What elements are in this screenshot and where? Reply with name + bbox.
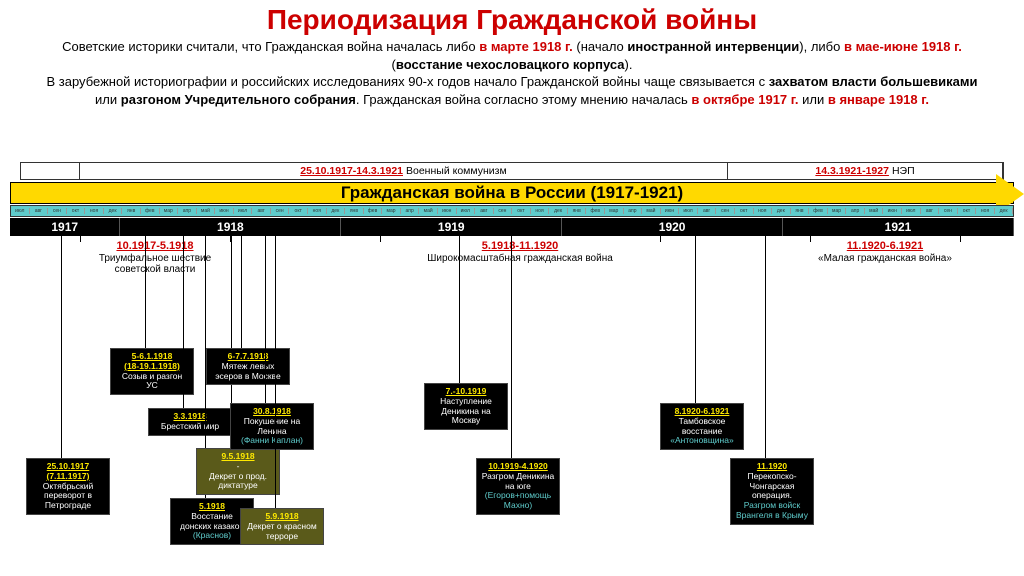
month-cell: июл	[11, 208, 30, 214]
era-cell: 25.10.1917-14.3.1921 Военный коммунизм	[80, 163, 728, 179]
month-cell: фев	[141, 208, 160, 214]
event-box: 7.-10.1919Наступление Деникина на Москву	[424, 383, 508, 430]
event-line	[265, 236, 266, 403]
month-cell: сен	[716, 208, 735, 214]
month-cell: июн	[883, 208, 902, 214]
event-line	[695, 236, 696, 403]
era-row: 25.10.1917-14.3.1921 Военный коммунизм14…	[20, 162, 1004, 180]
arrow-label: Гражданская война в России (1917-1921)	[341, 183, 683, 203]
phase-box: 10.1917-5.1918Триумфальное шествие совет…	[80, 240, 230, 276]
month-cell: апр	[401, 208, 420, 214]
month-cell: ноя	[531, 208, 550, 214]
phases-row: 10.1917-5.1918Триумфальное шествие совет…	[10, 240, 1014, 284]
month-cell: фев	[809, 208, 828, 214]
month-cell: июл	[457, 208, 476, 214]
month-cell: мар	[828, 208, 847, 214]
event-box: 25.10.1917(7.11.1917)Октябрьский перевор…	[26, 458, 110, 515]
month-cell: авг	[698, 208, 717, 214]
event-box: 3.3.1918Брестский мир	[148, 408, 232, 436]
year-cell: 1920	[562, 218, 783, 236]
page-title: Периодизация Гражданской войны	[0, 0, 1024, 38]
month-cell: июл	[679, 208, 698, 214]
month-row: июлавгсеноктноядекянвфевмарапрмайиюниюла…	[10, 205, 1014, 217]
month-cell: окт	[958, 208, 977, 214]
month-cell: дек	[549, 208, 568, 214]
year-cell: 1917	[10, 218, 120, 236]
month-cell: мар	[382, 208, 401, 214]
month-cell: май	[419, 208, 438, 214]
event-box: 10.1919-4.1920Разгром Деникина на юге(Ег…	[476, 458, 560, 515]
event-line	[183, 236, 184, 408]
month-cell: фев	[586, 208, 605, 214]
event-box: 6-7.7.1918Мятеж левых эсеров в Москве	[206, 348, 290, 385]
event-box: 8.1920-6.1921Тамбовское восстание«Антоно…	[660, 403, 744, 450]
month-cell: май	[197, 208, 216, 214]
event-box: 5-6.1.1918(18-19.1.1918)Созыв и разгон У…	[110, 348, 194, 395]
month-cell: сен	[939, 208, 958, 214]
year-cell: 1921	[783, 218, 1014, 236]
era-cell: 14.3.1921-1927 НЭП	[728, 163, 1003, 179]
month-cell: ноя	[85, 208, 104, 214]
month-cell: ноя	[976, 208, 995, 214]
month-cell: авг	[252, 208, 271, 214]
event-box: 9.5.1918-Декрет о прод. диктатуре	[196, 448, 280, 495]
month-cell: янв	[568, 208, 587, 214]
event-line	[241, 236, 242, 348]
month-cell: ноя	[308, 208, 327, 214]
event-line	[511, 236, 512, 458]
event-line	[459, 236, 460, 383]
month-cell: янв	[791, 208, 810, 214]
era-cell	[21, 163, 80, 179]
year-cell: 1918	[120, 218, 341, 236]
month-cell: сен	[271, 208, 290, 214]
month-cell: апр	[846, 208, 865, 214]
month-cell: май	[865, 208, 884, 214]
month-cell: дек	[327, 208, 346, 214]
month-cell: янв	[345, 208, 364, 214]
month-cell: ноя	[754, 208, 773, 214]
month-cell: июл	[902, 208, 921, 214]
event-box: 5.9.1918Декрет о красном терроре	[240, 508, 324, 545]
month-cell: сен	[48, 208, 67, 214]
event-box: 11.1920Перекопско-Чонгарская операция.Ра…	[730, 458, 814, 525]
month-cell: мар	[605, 208, 624, 214]
events-area: 25.10.1917(7.11.1917)Октябрьский перевор…	[0, 288, 1024, 576]
month-cell: окт	[289, 208, 308, 214]
event-line	[765, 236, 766, 458]
month-cell: апр	[178, 208, 197, 214]
month-cell: окт	[67, 208, 86, 214]
phase-box: 5.1918-11.1920Широкомасштабная гражданск…	[380, 240, 660, 264]
intro-text: Советские историки считали, что Гражданс…	[0, 38, 1024, 114]
month-cell: июл	[234, 208, 253, 214]
month-cell: авг	[30, 208, 49, 214]
timeline-arrow: Гражданская война в России (1917-1921)	[10, 182, 1014, 204]
year-row: 19171918191919201921	[10, 218, 1014, 236]
month-cell: сен	[494, 208, 513, 214]
month-cell: авг	[475, 208, 494, 214]
month-cell: июн	[661, 208, 680, 214]
event-box: 30.8.1918Покушение на Ленина(Фанни Капла…	[230, 403, 314, 450]
month-cell: дек	[995, 208, 1014, 214]
event-line	[275, 236, 276, 508]
month-cell: авг	[921, 208, 940, 214]
month-cell: окт	[512, 208, 531, 214]
event-line	[61, 236, 62, 458]
month-cell: июн	[215, 208, 234, 214]
month-cell: фев	[364, 208, 383, 214]
month-cell: янв	[122, 208, 141, 214]
month-cell: апр	[624, 208, 643, 214]
year-cell: 1919	[341, 218, 562, 236]
month-cell: июн	[438, 208, 457, 214]
phase-box: 11.1920-6.1921«Малая гражданская война»	[810, 240, 960, 264]
month-cell: дек	[104, 208, 123, 214]
month-cell: мар	[160, 208, 179, 214]
month-cell: май	[642, 208, 661, 214]
event-line	[145, 236, 146, 348]
month-cell: окт	[735, 208, 754, 214]
month-cell: дек	[772, 208, 791, 214]
